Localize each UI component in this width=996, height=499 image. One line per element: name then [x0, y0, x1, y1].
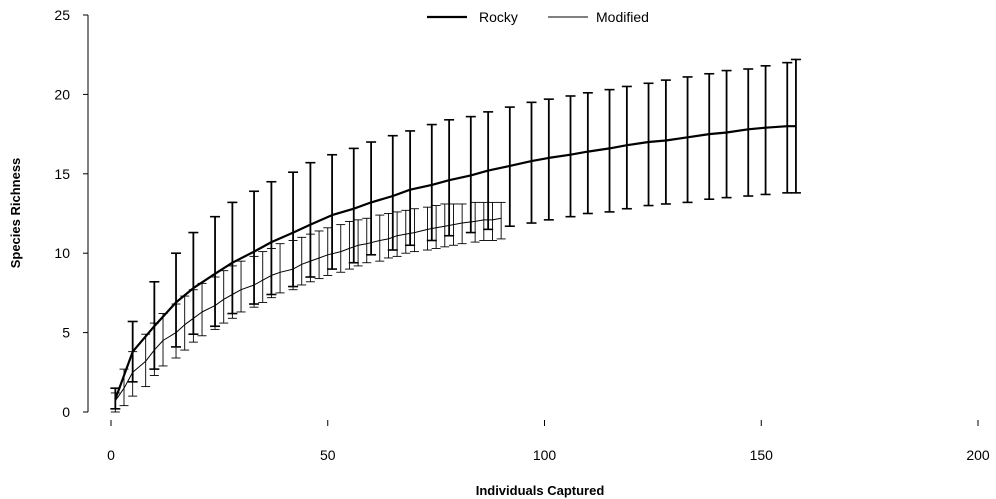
x-tick-label: 200 — [966, 447, 990, 463]
y-tick-label: 10 — [54, 245, 70, 261]
x-axis-title: Individuals Captured — [476, 483, 605, 498]
x-tick-label: 0 — [107, 447, 115, 463]
x-tick-label: 150 — [750, 447, 774, 463]
y-tick-label: 0 — [62, 404, 70, 420]
x-tick-label: 100 — [533, 447, 557, 463]
series-modified — [110, 201, 506, 413]
y-tick-label: 20 — [54, 86, 70, 102]
y-tick-label: 15 — [54, 166, 70, 182]
y-tick-label: 5 — [62, 325, 70, 341]
legend: Rocky Modified — [427, 9, 649, 25]
curve-modified — [114, 217, 502, 402]
y-axis-title: Species Richness — [8, 158, 23, 269]
axes — [83, 14, 979, 426]
x-tick-label: 50 — [320, 447, 336, 463]
y-tick-label: 25 — [54, 7, 70, 23]
series-layer — [110, 58, 801, 413]
curve-rocky — [114, 125, 796, 400]
legend-label-rocky: Rocky — [479, 9, 518, 25]
x-tick-labels: 0 50 100 150 200 — [107, 447, 990, 463]
y-tick-labels: 0 5 10 15 20 25 — [54, 7, 70, 420]
legend-label-modified: Modified — [596, 9, 649, 25]
series-rocky — [110, 58, 801, 410]
